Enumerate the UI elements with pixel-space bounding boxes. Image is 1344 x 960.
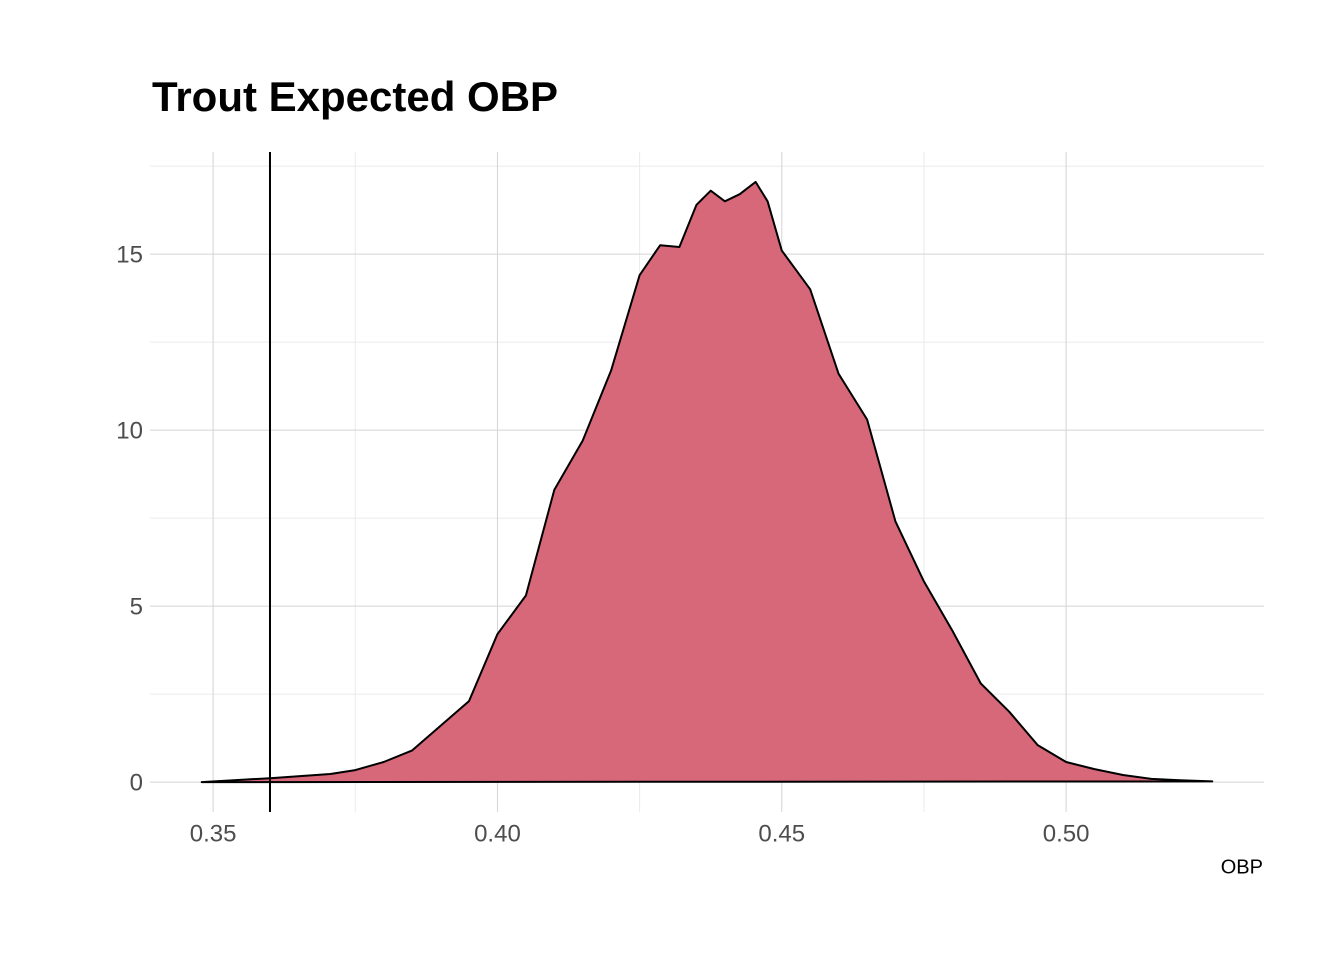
y-tick-label: 5: [130, 593, 143, 620]
density-area: [200, 180, 1214, 784]
y-tick-label: 15: [116, 241, 143, 268]
y-tick-label: 0: [130, 769, 143, 796]
x-tick-label: 0.35: [190, 820, 237, 847]
x-tick-label: 0.45: [758, 820, 805, 847]
x-axis-label: OBP: [1221, 856, 1263, 878]
x-tick-label: 0.40: [474, 820, 521, 847]
y-tick-label: 10: [116, 417, 143, 444]
chart-title: Trout Expected OBP: [152, 73, 558, 120]
x-tick-label: 0.50: [1043, 820, 1090, 847]
